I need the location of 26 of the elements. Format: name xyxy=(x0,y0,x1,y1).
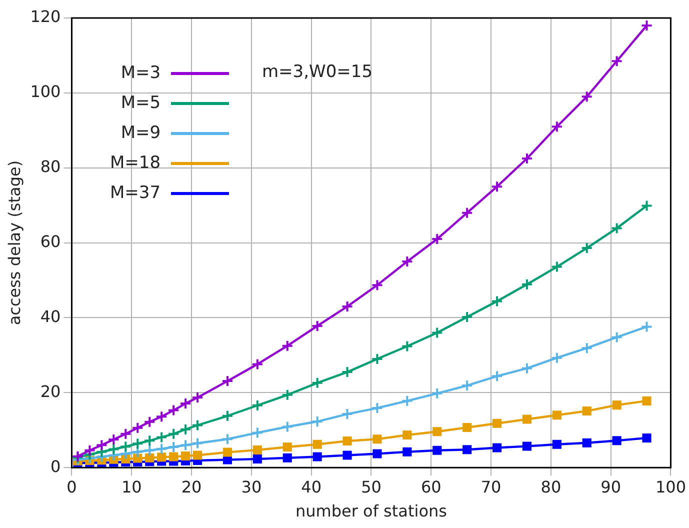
y-tick-label: 80 xyxy=(40,157,61,176)
x-tick-label: 10 xyxy=(121,477,142,496)
y-tick-label: 100 xyxy=(30,82,61,102)
x-tick-label: 70 xyxy=(480,477,502,496)
legend-label: M=5 xyxy=(120,93,161,113)
y-tick-label: 120 xyxy=(30,7,61,26)
y-tick-label: 20 xyxy=(40,382,61,401)
x-tick-label: 50 xyxy=(361,477,382,496)
y-axis-title: access delay (stage) xyxy=(4,160,24,326)
y-tick-label: 0 xyxy=(50,456,61,476)
x-tick-label: 90 xyxy=(600,477,622,496)
y-tick-label: 40 xyxy=(40,306,61,326)
x-tick-label: 0 xyxy=(66,477,77,496)
y-tick-label: 60 xyxy=(40,232,61,251)
x-tick-label: 60 xyxy=(420,477,442,496)
legend-label: M=18 xyxy=(110,153,161,173)
x-tick-label: 30 xyxy=(241,477,262,496)
legend-label: M=9 xyxy=(120,123,161,143)
x-tick-label: 80 xyxy=(540,477,562,496)
x-tick-label: 100 xyxy=(655,477,686,496)
x-tick-label: 20 xyxy=(181,477,202,496)
annotation: m=3,W0=15 xyxy=(262,62,373,82)
x-axis-title: number of stations xyxy=(296,502,447,521)
x-tick-label: 40 xyxy=(301,477,322,496)
legend-label: M=3 xyxy=(120,63,161,83)
legend-label: M=37 xyxy=(110,183,161,203)
